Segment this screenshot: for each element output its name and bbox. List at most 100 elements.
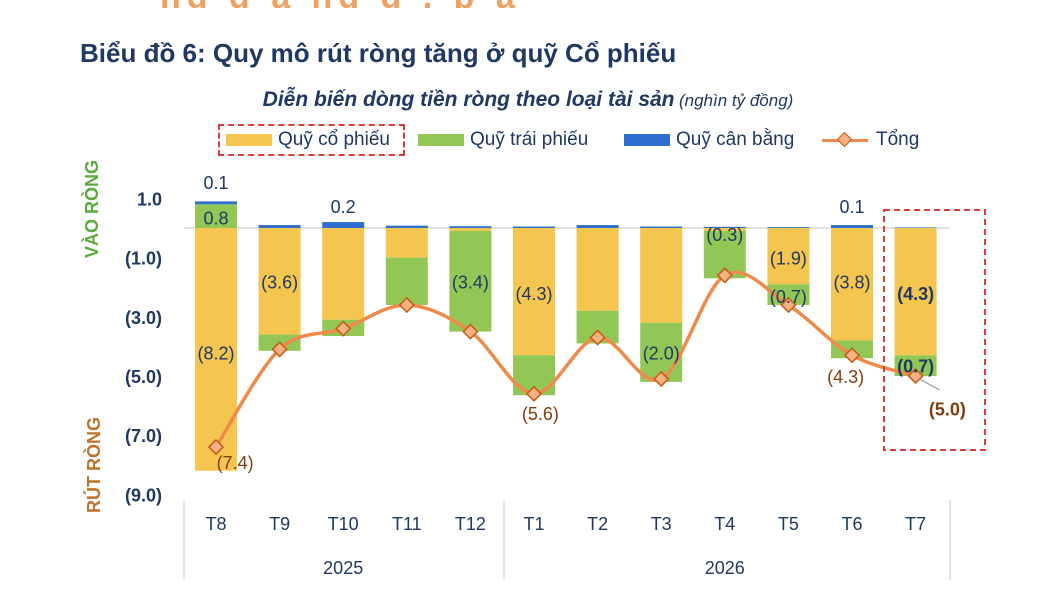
total-point — [907, 367, 924, 385]
total-point — [335, 320, 352, 337]
total-line — [214, 270, 917, 448]
legend: Quỹ cổ phiếu Quỹ trái phiếu Quỹ cân bằng… — [0, 124, 1056, 158]
legend-line-total — [822, 134, 868, 146]
data-label: 0.2 — [331, 197, 356, 217]
y-tick-label: (5.0) — [125, 367, 162, 387]
bar-segment — [195, 228, 237, 471]
bar-segment — [894, 355, 937, 376]
x-tick-label: T9 — [269, 514, 290, 534]
data-label: 0.8 — [203, 209, 228, 229]
year-group-label: 2025 — [323, 558, 363, 578]
legend-swatch-equity — [226, 134, 272, 146]
bar-segment — [513, 228, 555, 356]
bar-segment — [449, 230, 492, 332]
y-tick-label: (9.0) — [125, 485, 162, 505]
bar-segment — [576, 225, 619, 228]
data-label: (4.3) — [515, 284, 552, 304]
data-label: (8.2) — [197, 343, 234, 363]
y-tick-label: (3.0) — [125, 308, 162, 328]
data-label: 0.1 — [203, 173, 228, 193]
total-point — [525, 385, 543, 402]
bars-group — [195, 201, 937, 471]
bar-segment — [894, 227, 937, 228]
legend-highlight-box — [218, 124, 405, 156]
data-label: (0.7) — [897, 357, 934, 377]
bar-segment — [576, 228, 619, 311]
bar-segment — [767, 228, 810, 285]
legend-swatch-balanced — [624, 134, 670, 146]
legend-swatch-bond — [418, 134, 464, 146]
legend-item-equity-fund: Quỹ cổ phiếu — [226, 128, 390, 152]
x-tick-label: T6 — [841, 514, 862, 534]
x-tick-label: T2 — [587, 514, 608, 534]
x-tick-label: T8 — [205, 514, 226, 534]
y-tick-label: 1.0 — [137, 189, 162, 209]
bar-segment — [831, 228, 873, 341]
data-label: (1.9) — [770, 249, 807, 269]
x-tick-label: T10 — [328, 514, 359, 534]
bar-segment — [385, 225, 428, 228]
data-label: (3.4) — [452, 272, 489, 292]
legend-item-total: Tổng — [822, 128, 919, 152]
total-point — [653, 370, 670, 388]
x-tick-label: T1 — [523, 514, 544, 534]
legend-item-balanced-fund: Quỹ cân bằng — [624, 128, 794, 152]
total-point — [271, 341, 288, 358]
legend-label-total: Tổng — [876, 129, 920, 150]
bar-segment — [767, 284, 810, 305]
data-label: (2.0) — [643, 343, 680, 363]
x-tick-label: T4 — [714, 514, 735, 534]
cropped-heading-text: ng g ạ ng g , p ạ — [160, 0, 1056, 8]
bar-segment — [703, 228, 746, 231]
bar-segment — [831, 225, 873, 228]
bar-segment — [195, 201, 237, 205]
total-point — [589, 329, 606, 346]
bar-segment — [767, 227, 810, 228]
data-label: (3.8) — [833, 272, 870, 292]
bar-segment — [640, 226, 683, 228]
data-label: 0.1 — [839, 197, 864, 217]
data-label: (3.6) — [261, 272, 298, 292]
x-tick-label: T5 — [778, 514, 799, 534]
bar-segment — [195, 204, 237, 228]
data-label: (4.3) — [897, 284, 934, 304]
total-point — [716, 267, 733, 284]
legend-label-bond: Quỹ trái phiếu — [470, 129, 589, 150]
chart-title: Diễn biến dòng tiền ròng theo loại tài s… — [0, 88, 1056, 112]
legend-label-equity: Quỹ cổ phiếu — [278, 129, 390, 150]
x-tick-label: T3 — [651, 514, 672, 534]
total-point — [398, 296, 415, 314]
bar-segment — [894, 228, 937, 356]
bar-segment — [258, 228, 301, 335]
total-point — [780, 296, 797, 314]
bar-segment — [322, 228, 365, 320]
x-tick-label: T12 — [455, 514, 486, 534]
bar-segment — [640, 228, 683, 323]
bar-segment — [385, 228, 428, 258]
bar-segment — [258, 225, 301, 228]
total-point — [462, 323, 479, 340]
data-label: (4.3) — [827, 367, 864, 387]
y-tick-label: (1.0) — [125, 249, 162, 269]
chart-title-unit: (nghìn tỷ đồng) — [678, 91, 794, 110]
data-label: (5.0) — [929, 400, 966, 420]
x-tick-label: T11 — [392, 514, 422, 534]
bar-segment — [449, 228, 492, 231]
data-label: (7.4) — [217, 453, 254, 473]
total-point — [207, 438, 225, 456]
x-tick-label: T7 — [905, 514, 926, 534]
highlight-box-last-month — [883, 209, 986, 451]
bar-segment — [513, 226, 555, 228]
data-label: (5.6) — [522, 404, 559, 424]
year-group-label: 2026 — [705, 558, 745, 578]
y-side-label-outflow: RÚT RÒNG — [83, 417, 104, 513]
legend-label-balanced: Quỹ cân bằng — [676, 129, 795, 150]
chart-title-main: Diễn biến dòng tiền ròng theo loại tài s… — [262, 88, 675, 111]
y-tick-label: (7.0) — [125, 426, 162, 446]
total-label-leader — [919, 378, 940, 391]
data-label: (0.7) — [770, 287, 807, 307]
figure-title: Biểu đồ 6: Quy mô rút ròng tăng ở quỹ Cổ… — [80, 38, 677, 68]
legend-item-bond-fund: Quỹ trái phiếu — [418, 128, 588, 152]
total-point — [843, 347, 861, 364]
